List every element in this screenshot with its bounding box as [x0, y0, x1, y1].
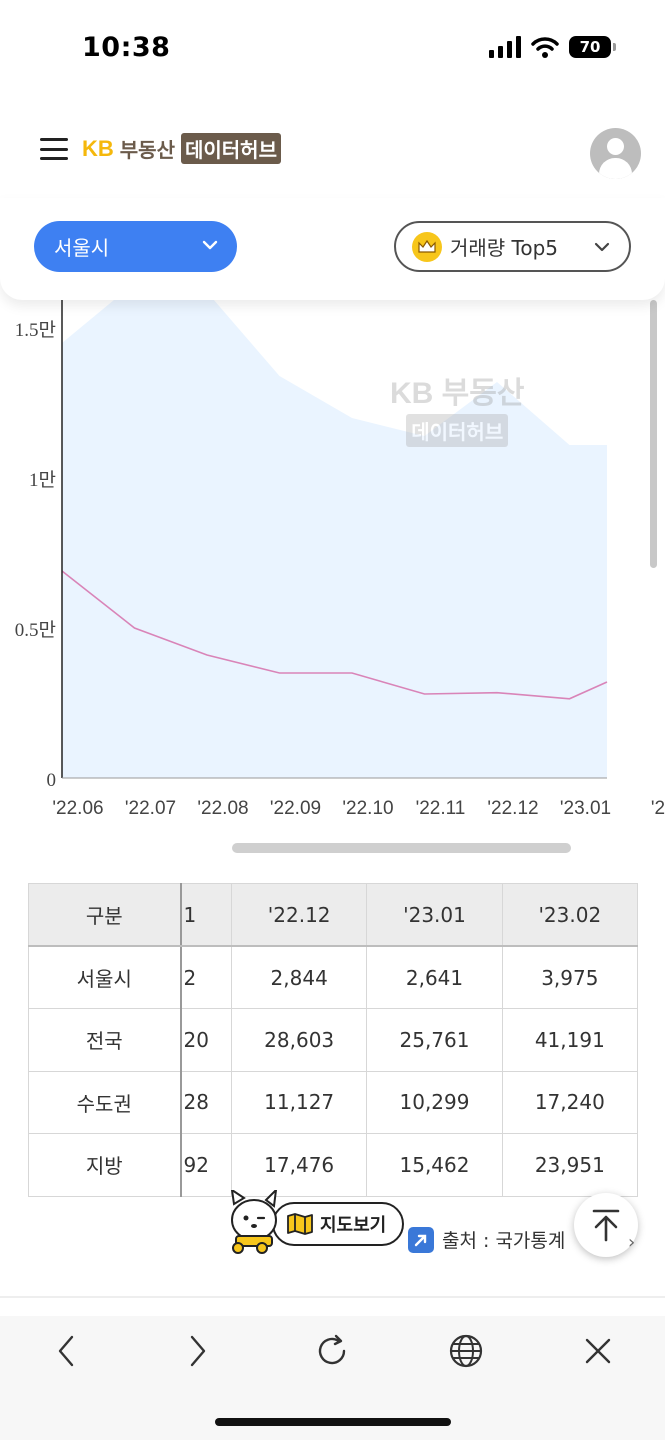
table-row: 지방 92 17,476 15,462 23,951: [28, 1133, 639, 1197]
y-tick-label: 1만: [29, 469, 56, 491]
chevron-down-icon: [594, 242, 610, 252]
table-cell: 41,191: [501, 1008, 639, 1072]
data-table: 구분 1 '22.12 '23.01 '23.02 서울시 2 2,844 2,…: [28, 883, 639, 1197]
table-header-cell: '23.02: [501, 883, 639, 947]
status-bar: 10:38 70: [0, 0, 665, 100]
table-header-cell: 구분: [28, 883, 181, 947]
x-tick-label: '22.12: [487, 798, 538, 819]
metric-select-label: 거래량 Top5: [450, 236, 559, 260]
table-cell: 28: [179, 1070, 232, 1134]
globe-button[interactable]: [446, 1331, 486, 1371]
region-select-label: 서울시: [54, 236, 110, 260]
x-tick-label: '22.06: [52, 798, 103, 819]
table-cell: 17,476: [230, 1133, 368, 1197]
trade-volume-chart[interactable]: 0 0.5만 1만 1.5만 '22.06 '22.07 '22.08 '22.09 '22.1…: [0, 300, 665, 830]
table-cell: 전국: [28, 1008, 181, 1072]
crown-icon: [412, 231, 442, 262]
reload-icon: [318, 1334, 346, 1365]
area-series: [62, 300, 607, 778]
close-button[interactable]: [578, 1331, 618, 1371]
x-tick-label: '22.11: [416, 798, 466, 819]
battery-indicator: 70: [569, 36, 616, 58]
chart-svg: 0 0.5만 1만 1.5만 '22.06 '22.07 '22.08 '22.09 '22.1…: [15, 300, 665, 819]
y-tick-label: 1.5만: [15, 319, 56, 341]
reload-button[interactable]: [312, 1331, 352, 1371]
vertical-scrollbar[interactable]: [650, 300, 657, 568]
arrow-up-icon: [592, 1209, 620, 1242]
table-cell: 10,299: [366, 1070, 503, 1134]
table-cell: 수도권: [28, 1070, 181, 1134]
chevron-left-icon: [58, 1335, 74, 1367]
mascot-icon: [230, 1190, 278, 1254]
external-link-icon: [408, 1226, 434, 1253]
table-cell: 15,462: [366, 1133, 503, 1197]
logo-kb: KB: [82, 135, 114, 161]
table-cell: 서울시: [28, 945, 181, 1009]
wifi-icon: [531, 37, 559, 58]
watermark-kb: KB 부동산: [390, 377, 525, 410]
status-time: 10:38: [82, 32, 171, 63]
x-tick-label: '22.10: [342, 798, 393, 819]
logo-hub: 데이터허브: [180, 133, 281, 164]
chevron-right-icon: ›: [628, 1232, 636, 1253]
map-view-label: 지도보기: [320, 1215, 387, 1236]
table-cell: 2,844: [230, 945, 368, 1009]
signal-icon: [489, 36, 521, 58]
logo-name: 부동산: [119, 138, 175, 162]
x-tick-label: '2: [651, 798, 665, 819]
y-tick-label: 0.5만: [15, 619, 56, 641]
region-select[interactable]: 서울시: [34, 221, 237, 272]
y-tick-label: 0: [47, 770, 57, 791]
table-cell: 2,641: [366, 945, 503, 1009]
close-icon: [585, 1338, 611, 1364]
table-row: 수도권 28 11,127 10,299 17,240: [28, 1070, 639, 1134]
table-cell: 2: [179, 945, 232, 1009]
table-header-row: 구분 1 '22.12 '23.01 '23.02: [28, 883, 639, 947]
x-tick-label: '22.09: [270, 798, 321, 819]
avatar[interactable]: [590, 128, 641, 179]
table-cell: 3,975: [501, 945, 639, 1009]
line-series: [61, 570, 608, 700]
table-header-cell: '22.12: [230, 883, 368, 947]
menu-icon[interactable]: [40, 138, 68, 160]
table-cell: 23,951: [501, 1133, 639, 1197]
metric-select[interactable]: 거래량 Top5: [394, 221, 631, 272]
source-link[interactable]: 출처 : 국가통계: [408, 1226, 565, 1253]
x-tick-label: '23.01: [560, 798, 611, 819]
map-view-pill: 지도보기: [272, 1202, 404, 1246]
map-view-button[interactable]: 지도보기: [228, 1190, 406, 1258]
table-cell: 17,240: [501, 1070, 639, 1134]
chart-horizontal-scrollbar[interactable]: [232, 843, 571, 853]
table-cell: 20: [179, 1008, 232, 1072]
table-cell: 지방: [28, 1133, 181, 1197]
table-cell: 25,761: [366, 1008, 503, 1072]
table-row: 서울시 2 2,844 2,641 3,975: [28, 945, 639, 1009]
x-tick-label: '22.07: [125, 798, 176, 819]
x-tick-label: '22.08: [197, 798, 248, 819]
table-cell: 11,127: [230, 1070, 368, 1134]
app-header: KB 부동산 데이터허브: [0, 100, 665, 200]
chart-watermark: KB 부동산 데이터허브: [390, 368, 524, 447]
chevron-down-icon: [202, 240, 218, 250]
scroll-top-button[interactable]: [574, 1193, 638, 1257]
watermark-hub: 데이터허브: [406, 414, 509, 447]
globe-icon: [449, 1334, 483, 1368]
filter-bar: 서울시 거래량 Top5: [0, 198, 665, 300]
table-row: 전국 20 28,603 25,761 41,191: [28, 1008, 639, 1072]
source-label: 출처 : 국가통계: [442, 1230, 566, 1252]
status-icons: 70: [489, 36, 616, 58]
divider: [0, 1296, 665, 1298]
home-indicator: [215, 1418, 451, 1426]
chevron-right-icon: [190, 1335, 206, 1367]
logo[interactable]: KB 부동산 데이터허브: [82, 133, 281, 164]
back-button[interactable]: [46, 1331, 86, 1371]
table-cell: 28,603: [230, 1008, 368, 1072]
table-header-cell: 1: [179, 883, 232, 947]
forward-button[interactable]: [178, 1331, 218, 1371]
map-icon: [287, 1213, 313, 1235]
table-header-cell: '23.01: [366, 883, 503, 947]
table-cell: 92: [179, 1133, 232, 1197]
